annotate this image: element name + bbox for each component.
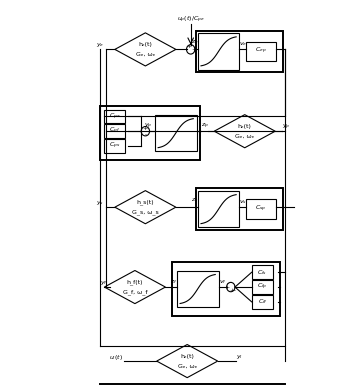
Text: hₑ(t): hₑ(t) <box>139 42 152 47</box>
Text: hₑ(t): hₑ(t) <box>238 124 252 129</box>
Text: $u_i(t)$: $u_i(t)$ <box>109 353 123 362</box>
Text: $y_i$: $y_i$ <box>236 353 243 361</box>
Text: $z_f$: $z_f$ <box>169 278 177 286</box>
Text: -: - <box>233 288 236 293</box>
Text: $y_p$: $y_p$ <box>282 123 291 132</box>
Bar <box>172 262 280 316</box>
Text: $C_{ps}$: $C_{ps}$ <box>109 141 120 151</box>
Text: -: - <box>226 282 228 287</box>
Bar <box>252 265 273 279</box>
Text: $C_{ep}$: $C_{ep}$ <box>255 46 267 56</box>
Text: Gₑ, ωₑ: Gₑ, ωₑ <box>177 364 197 369</box>
Text: +: + <box>229 288 234 293</box>
Text: +: + <box>142 126 148 131</box>
Text: $C_{pe}$: $C_{pe}$ <box>108 111 120 122</box>
Text: $y_s$: $y_s$ <box>96 199 104 207</box>
Text: -: - <box>141 129 143 134</box>
Text: $z_e$: $z_e$ <box>191 38 199 46</box>
Bar <box>196 31 283 72</box>
Text: $v_f$: $v_f$ <box>219 278 227 286</box>
Text: $z_s$: $z_s$ <box>191 196 198 204</box>
Text: $v_p$: $v_p$ <box>144 122 153 131</box>
Text: $y_f$: $y_f$ <box>99 279 107 287</box>
Text: $v_e$: $v_e$ <box>239 40 247 48</box>
Text: $C_{fp}$: $C_{fp}$ <box>257 282 268 292</box>
Text: +: + <box>186 44 191 49</box>
Text: hₑ(t): hₑ(t) <box>180 353 194 359</box>
Text: G_f, ω_f: G_f, ω_f <box>122 289 147 295</box>
Text: $C_{ff}$: $C_{ff}$ <box>258 298 267 306</box>
Text: $z_p$: $z_p$ <box>201 122 209 131</box>
Text: +: + <box>225 285 230 290</box>
Bar <box>100 106 200 160</box>
Bar <box>104 139 125 153</box>
Text: -: - <box>145 132 147 137</box>
Bar <box>104 109 125 123</box>
Text: h_s(t): h_s(t) <box>136 199 154 205</box>
Bar <box>177 271 219 307</box>
Text: $C_{pf}$: $C_{pf}$ <box>109 126 120 136</box>
Bar <box>155 115 197 151</box>
Text: +: + <box>191 47 197 52</box>
Bar <box>104 124 125 138</box>
Text: Gₑ, ωₑ: Gₑ, ωₑ <box>235 134 254 139</box>
Bar <box>252 280 273 294</box>
Text: $y_e$: $y_e$ <box>96 41 104 50</box>
Bar <box>252 295 273 308</box>
Bar <box>196 188 283 230</box>
Text: $C_{sp}$: $C_{sp}$ <box>256 204 267 214</box>
Bar <box>246 41 276 61</box>
Bar <box>198 33 239 70</box>
Text: $u_p(t)/C_{pe}$: $u_p(t)/C_{pe}$ <box>177 15 205 25</box>
Text: Gₑ, ωₑ: Gₑ, ωₑ <box>136 52 155 57</box>
Bar <box>246 199 276 219</box>
Bar <box>198 191 239 228</box>
Text: h_f(t): h_f(t) <box>127 279 143 285</box>
Text: G_s, ω_s: G_s, ω_s <box>132 210 159 215</box>
Text: $C_{fs}$: $C_{fs}$ <box>258 268 267 277</box>
Text: $v_s$: $v_s$ <box>239 198 246 206</box>
